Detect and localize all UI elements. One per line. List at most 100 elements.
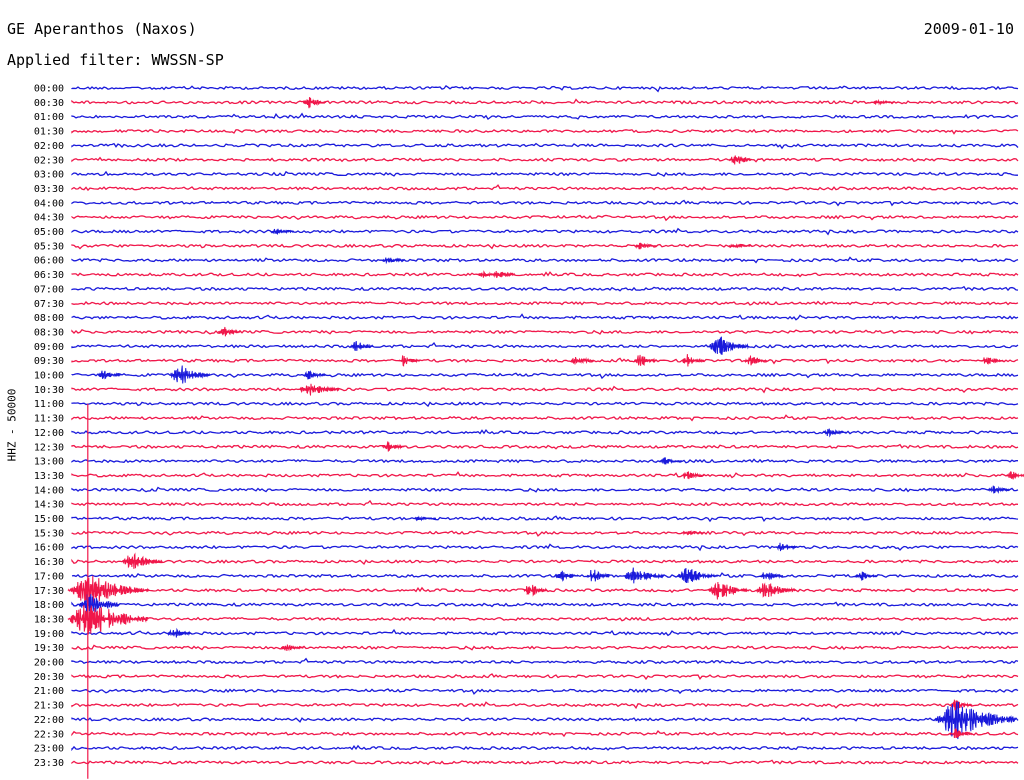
row-label-1800: 18:00: [34, 600, 64, 611]
row-label-0500: 05:00: [34, 227, 64, 238]
row-label-2130: 21:30: [34, 701, 64, 712]
trace-1830: [71, 616, 1019, 622]
event-14: [634, 354, 658, 366]
row-label-1430: 14:30: [34, 500, 64, 511]
row-label-0200: 02:00: [34, 141, 64, 152]
trace-0800: [71, 313, 1019, 321]
row-label-0000: 00:00: [34, 84, 64, 95]
row-label-1830: 18:30: [34, 614, 64, 625]
row-label-0430: 04:30: [34, 213, 64, 224]
trace-1400: [71, 486, 1019, 493]
row-label-2030: 20:30: [34, 672, 64, 683]
event-34: [623, 567, 665, 584]
event-30: [776, 542, 799, 552]
event-41: [755, 582, 797, 598]
row-labels: 00:00 00:30 01:00 01:30 02:00 02:30 03:00 03:30…: [34, 84, 64, 769]
row-label-1900: 19:00: [34, 629, 64, 640]
row-label-1330: 13:30: [34, 471, 64, 482]
trace-1230: [71, 443, 1019, 450]
row-label-1200: 12:00: [34, 428, 64, 439]
seismic-events: [67, 97, 1024, 779]
trace-2000: [71, 657, 1019, 665]
event-38: [67, 575, 149, 604]
row-label-0130: 01:30: [34, 127, 64, 138]
event-16: [744, 355, 768, 366]
event-35: [676, 567, 718, 584]
event-44: [167, 627, 191, 638]
trace-0230: [71, 156, 1019, 163]
event-17: [981, 357, 1004, 365]
trace-0900: [71, 341, 1019, 349]
row-label-1930: 19:30: [34, 643, 64, 654]
date-label: 2009-01-10: [923, 20, 1014, 38]
event-6: [381, 257, 405, 265]
row-label-0800: 08:00: [34, 313, 64, 324]
station-title: GE Aperanthos (Naxos): [7, 20, 197, 38]
event-3: [271, 228, 294, 235]
row-label-0100: 01:00: [34, 112, 64, 123]
row-label-1230: 12:30: [34, 442, 64, 453]
row-label-1030: 10:30: [34, 385, 64, 396]
trace-2130: [71, 701, 1019, 710]
trace-1800: [71, 601, 1019, 608]
event-5: [728, 243, 752, 249]
event-33: [586, 569, 610, 582]
row-label-0830: 08:30: [34, 327, 64, 338]
row-label-0030: 00:30: [34, 98, 64, 109]
event-32: [555, 570, 579, 582]
event-26: [1006, 470, 1024, 480]
trace-0430: [71, 214, 1019, 222]
row-label-2200: 22:00: [34, 715, 64, 726]
row-label-1000: 10:00: [34, 371, 64, 382]
event-4: [634, 242, 657, 250]
event-39: [523, 584, 547, 597]
row-label-1600: 16:00: [34, 543, 64, 554]
event-40: [708, 581, 750, 600]
trace-1430: [71, 499, 1019, 507]
trace-1030: [71, 385, 1019, 394]
event-47: [934, 701, 1016, 740]
trace-0500: [71, 227, 1019, 236]
row-label-2230: 22:30: [34, 729, 64, 740]
filter-value: WWSSN-SP: [151, 51, 224, 69]
event-28: [413, 515, 437, 522]
trace-1630: [71, 558, 1019, 566]
trace-1330: [71, 471, 1019, 479]
event-23: [381, 441, 405, 452]
event-46: [949, 699, 973, 711]
row-label-0600: 06:00: [34, 256, 64, 267]
row-label-2300: 23:00: [34, 744, 64, 755]
row-label-1700: 17:00: [34, 571, 64, 582]
row-label-0630: 06:30: [34, 270, 64, 281]
trace-0600: [71, 256, 1019, 264]
trace-1600: [71, 543, 1019, 552]
trace-0700: [71, 285, 1019, 292]
filter-line: Applied filter: WWSSN-SP: [7, 51, 224, 69]
event-20: [303, 370, 326, 380]
event-0: [303, 97, 326, 109]
trace-0030: [71, 98, 1019, 105]
row-label-1400: 14:00: [34, 485, 64, 496]
trace-1300: [71, 458, 1018, 464]
event-12: [397, 355, 421, 367]
trace-1930: [71, 644, 1019, 651]
row-label-0400: 04:00: [34, 198, 64, 209]
event-24: [659, 457, 683, 465]
trace-1500: [71, 515, 1019, 523]
trace-0630: [71, 271, 1019, 278]
trace-0330: [71, 184, 1019, 192]
trace-0830: [71, 328, 1019, 335]
event-19: [169, 365, 211, 384]
event-42: [77, 594, 119, 617]
trace-0100: [71, 112, 1019, 121]
trace-1200: [71, 429, 1019, 436]
row-label-0300: 03:00: [34, 170, 64, 181]
trace-1130: [71, 414, 1019, 422]
event-10: [350, 341, 374, 352]
row-label-1100: 11:00: [34, 399, 64, 410]
row-label-0730: 07:30: [34, 299, 64, 310]
event-45: [280, 644, 304, 652]
trace-0530: [71, 243, 1019, 250]
event-8: [492, 270, 516, 278]
